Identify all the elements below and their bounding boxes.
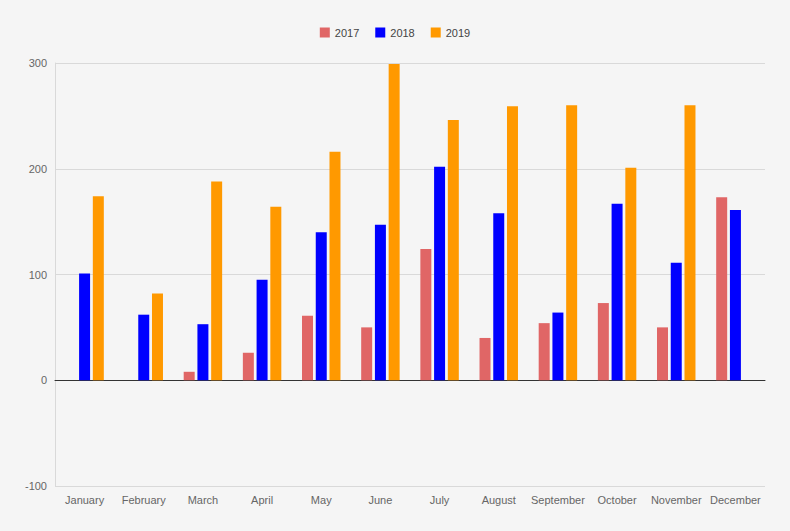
svg-text:August: August xyxy=(482,494,516,506)
svg-text:January: January xyxy=(65,494,105,506)
svg-text:100: 100 xyxy=(29,269,47,281)
svg-text:300: 300 xyxy=(29,57,47,69)
svg-text:March: March xyxy=(188,494,219,506)
svg-text:June: June xyxy=(368,494,392,506)
svg-text:October: October xyxy=(598,494,637,506)
svg-text:-100: -100 xyxy=(25,480,47,492)
svg-text:2017: 2017 xyxy=(335,27,359,39)
svg-text:December: December xyxy=(710,494,761,506)
svg-text:July: July xyxy=(430,494,450,506)
svg-text:November: November xyxy=(651,494,702,506)
svg-text:September: September xyxy=(531,494,585,506)
svg-text:April: April xyxy=(251,494,273,506)
svg-text:0: 0 xyxy=(41,374,47,386)
svg-text:2018: 2018 xyxy=(390,27,414,39)
svg-text:May: May xyxy=(311,494,332,506)
svg-text:2019: 2019 xyxy=(446,27,470,39)
svg-text:200: 200 xyxy=(29,163,47,175)
svg-text:February: February xyxy=(122,494,167,506)
